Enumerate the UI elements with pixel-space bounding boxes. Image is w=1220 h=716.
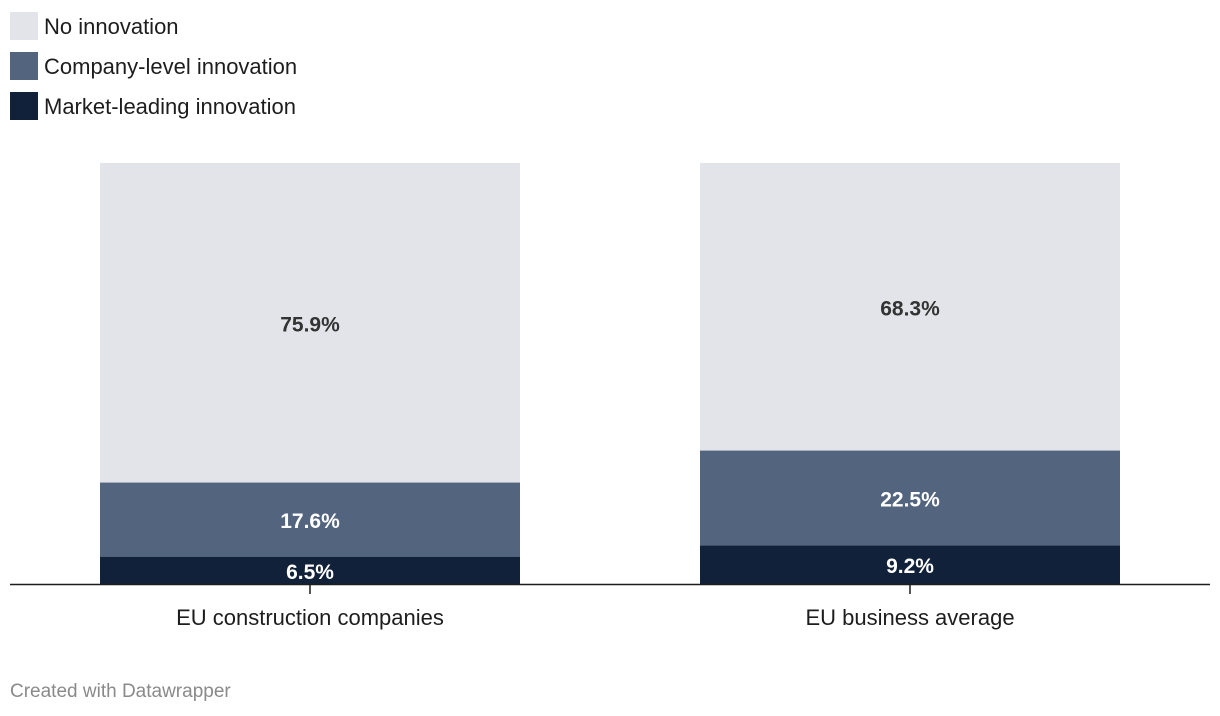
bar-company-level-innovation-eu-business-average [700,450,1120,546]
bar-market-leading-innovation-eu-business-average [700,545,1120,584]
x-axis: EU construction companies EU business ave… [10,583,1210,630]
value-label-market-leading-innovation-eu-construction-companies: 6.5% [286,561,334,584]
value-label-market-leading-innovation-eu-business-average: 9.2% [886,555,934,578]
legend-label-no-innovation: No innovation [44,14,179,39]
value-label-no-innovation-eu-business-average: 68.3% [880,297,940,320]
legend-swatch-no-innovation [10,12,38,40]
category-label-eu-business-average: EU business average [805,605,1014,630]
value-label-company-level-innovation-eu-construction-companies: 17.6% [280,510,340,533]
value-label-no-innovation-eu-construction-companies: 75.9% [280,313,340,336]
category-label-eu-construction-companies: EU construction companies [176,605,444,630]
bar-no-innovation-eu-business-average [700,163,1120,451]
legend-label-market-leading-innovation: Market-leading innovation [44,94,296,119]
bar-no-innovation-eu-construction-companies [100,163,520,483]
value-label-company-level-innovation-eu-business-average: 22.5% [880,488,940,511]
legend-swatch-market-leading-innovation [10,92,38,120]
legend-label-company-level-innovation: Company-level innovation [44,54,297,79]
bar-company-level-innovation-eu-construction-companies [100,482,520,557]
bar-market-leading-innovation-eu-construction-companies [100,556,520,584]
legend: No innovation Company-level innovation Mar… [10,12,297,120]
bars-group: 6.5% 17.6% 75.9% 9.2% 22.5% 68.3% [100,163,1120,584]
footer-credit[interactable]: Created with Datawrapper [10,681,231,702]
legend-swatch-company-level-innovation [10,52,38,80]
